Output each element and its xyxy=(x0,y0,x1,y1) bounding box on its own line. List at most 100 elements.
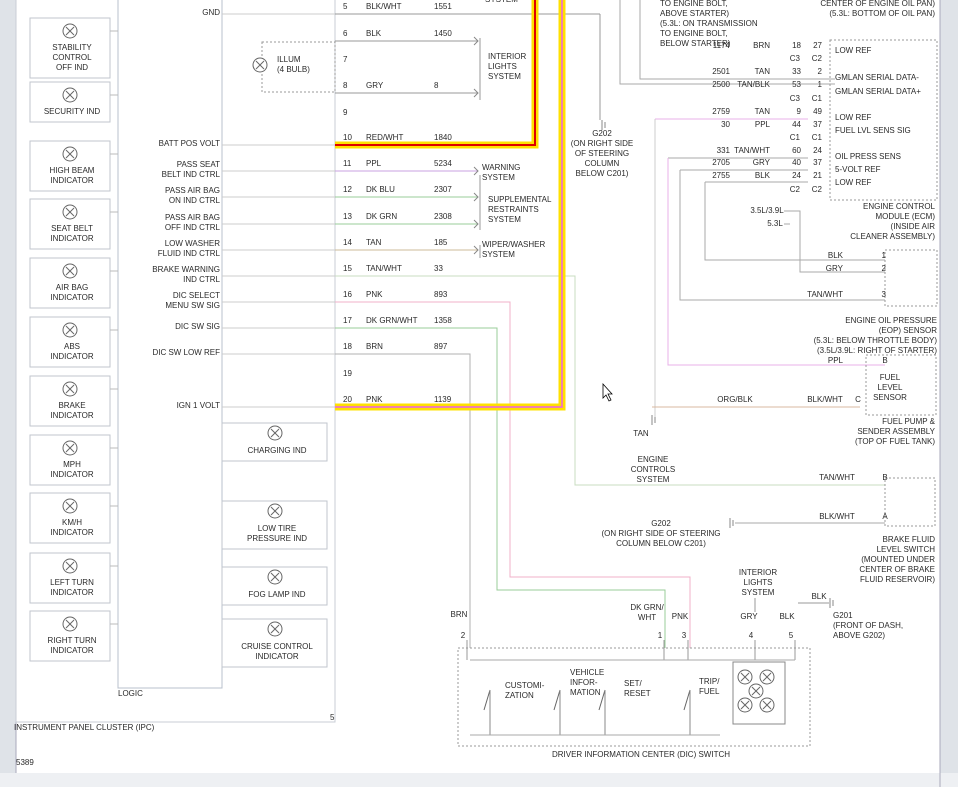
box xyxy=(221,422,328,462)
label: 33 xyxy=(792,67,801,76)
label: BLK xyxy=(755,171,771,180)
label: 2755 xyxy=(712,171,730,180)
label: GRY xyxy=(366,81,384,90)
label: SECURITY IND xyxy=(44,107,101,116)
label: FUEL LVL SENS SIG xyxy=(835,126,911,135)
label: WIPER/WASHER xyxy=(482,240,545,249)
bulb-icon xyxy=(65,266,75,276)
label: INDICATOR xyxy=(50,234,93,243)
label: 1840 xyxy=(434,133,452,142)
label: 16 xyxy=(343,290,352,299)
label: (INSIDE AIR xyxy=(891,222,936,231)
label: INDICATOR xyxy=(50,588,93,597)
label: SYSTEM xyxy=(637,475,670,484)
label: 30 xyxy=(721,120,730,129)
label: DIC SW LOW REF xyxy=(152,348,220,357)
label: INTERIOR xyxy=(739,568,777,577)
bulb-icon xyxy=(270,624,280,634)
label: PASS AIR BAG xyxy=(165,213,220,222)
label: 2307 xyxy=(434,185,452,194)
label: 897 xyxy=(434,342,448,351)
label: 3.5L/3.9L xyxy=(750,206,784,215)
bulb-icon xyxy=(762,700,772,710)
label: C3 xyxy=(790,54,801,63)
label: 53 xyxy=(792,80,801,89)
bulb-icon xyxy=(65,561,75,571)
label: IND CTRL xyxy=(183,275,220,284)
label: TAN xyxy=(633,429,649,438)
bulb-icon xyxy=(762,672,772,682)
label: INDICATOR xyxy=(255,652,298,661)
label: 893 xyxy=(434,290,448,299)
label: MENU SW SIG xyxy=(165,301,220,310)
label: TAN xyxy=(366,238,382,247)
box xyxy=(29,610,111,662)
label: GMLAN SERIAL DATA- xyxy=(835,73,919,82)
label: INDICATOR xyxy=(50,470,93,479)
label: BLK/WHT xyxy=(366,2,402,11)
arrow xyxy=(473,166,479,176)
label: IGN 1 VOLT xyxy=(177,401,221,410)
label: COLUMN xyxy=(585,159,620,168)
label: DIC SW SIG xyxy=(175,322,220,331)
wire xyxy=(639,0,835,80)
bulb-icon xyxy=(65,207,75,217)
label: 1 xyxy=(658,631,663,640)
label: 12 xyxy=(343,185,352,194)
label: ZATION xyxy=(505,691,534,700)
label: ABS xyxy=(64,342,80,351)
label: ABOVE G202) xyxy=(833,631,885,640)
label: HIGH BEAM xyxy=(50,166,95,175)
label: GND xyxy=(202,8,220,17)
label: OIL PRESS SENS xyxy=(835,152,901,161)
label: 10 xyxy=(343,133,352,142)
bulb-icon xyxy=(740,672,750,682)
label: TAN/WHT xyxy=(734,146,770,155)
label: BLK xyxy=(811,592,827,601)
label: 24 xyxy=(792,171,801,180)
label: ENGINE CONTROL xyxy=(863,202,936,211)
label: CLEANER ASSEMBLY) xyxy=(850,232,935,241)
label: WARNING xyxy=(482,163,520,172)
box xyxy=(221,618,328,668)
label: SEAT BELT xyxy=(51,224,93,233)
label: DK BLU xyxy=(366,185,395,194)
label: TAN xyxy=(755,67,771,76)
label: BRN xyxy=(366,342,383,351)
label: BELOW STARTER) xyxy=(660,39,731,48)
bulb-icon xyxy=(740,700,750,710)
label: 9 xyxy=(797,107,802,116)
box xyxy=(884,477,936,527)
label: 185 xyxy=(434,238,448,247)
label: 27 xyxy=(813,41,822,50)
label: PNK xyxy=(366,395,383,404)
label: PRESSURE IND xyxy=(247,534,307,543)
label: 18 xyxy=(343,342,352,351)
label: FOG LAMP IND xyxy=(248,590,305,599)
wire xyxy=(679,170,885,301)
label: ENGINE xyxy=(638,455,669,464)
box xyxy=(29,492,111,544)
box xyxy=(457,647,811,747)
label: (ON RIGHT SIDE xyxy=(571,139,634,148)
label: (FRONT OF DASH, xyxy=(833,621,903,630)
label: G202 xyxy=(651,519,671,528)
label: LOGIC xyxy=(118,689,143,698)
label: TO ENGINE BOLT, xyxy=(660,29,728,38)
label: COLUMN BELOW C201) xyxy=(616,539,706,548)
box xyxy=(884,249,938,307)
label: 1174 xyxy=(713,41,731,50)
label: SYSTEM xyxy=(482,173,515,182)
label: BELOW C201) xyxy=(576,169,629,178)
label: ON IND CTRL xyxy=(169,196,221,205)
label: LEFT TURN xyxy=(50,578,94,587)
label: CONTROLS xyxy=(631,465,675,474)
label: 19 xyxy=(343,369,352,378)
box xyxy=(29,17,111,79)
label: SYSTEM xyxy=(485,0,518,4)
label: 7 xyxy=(343,55,348,64)
label: C2 xyxy=(790,185,801,194)
label: BLK xyxy=(366,29,382,38)
label: LOW WASHER xyxy=(165,239,220,248)
